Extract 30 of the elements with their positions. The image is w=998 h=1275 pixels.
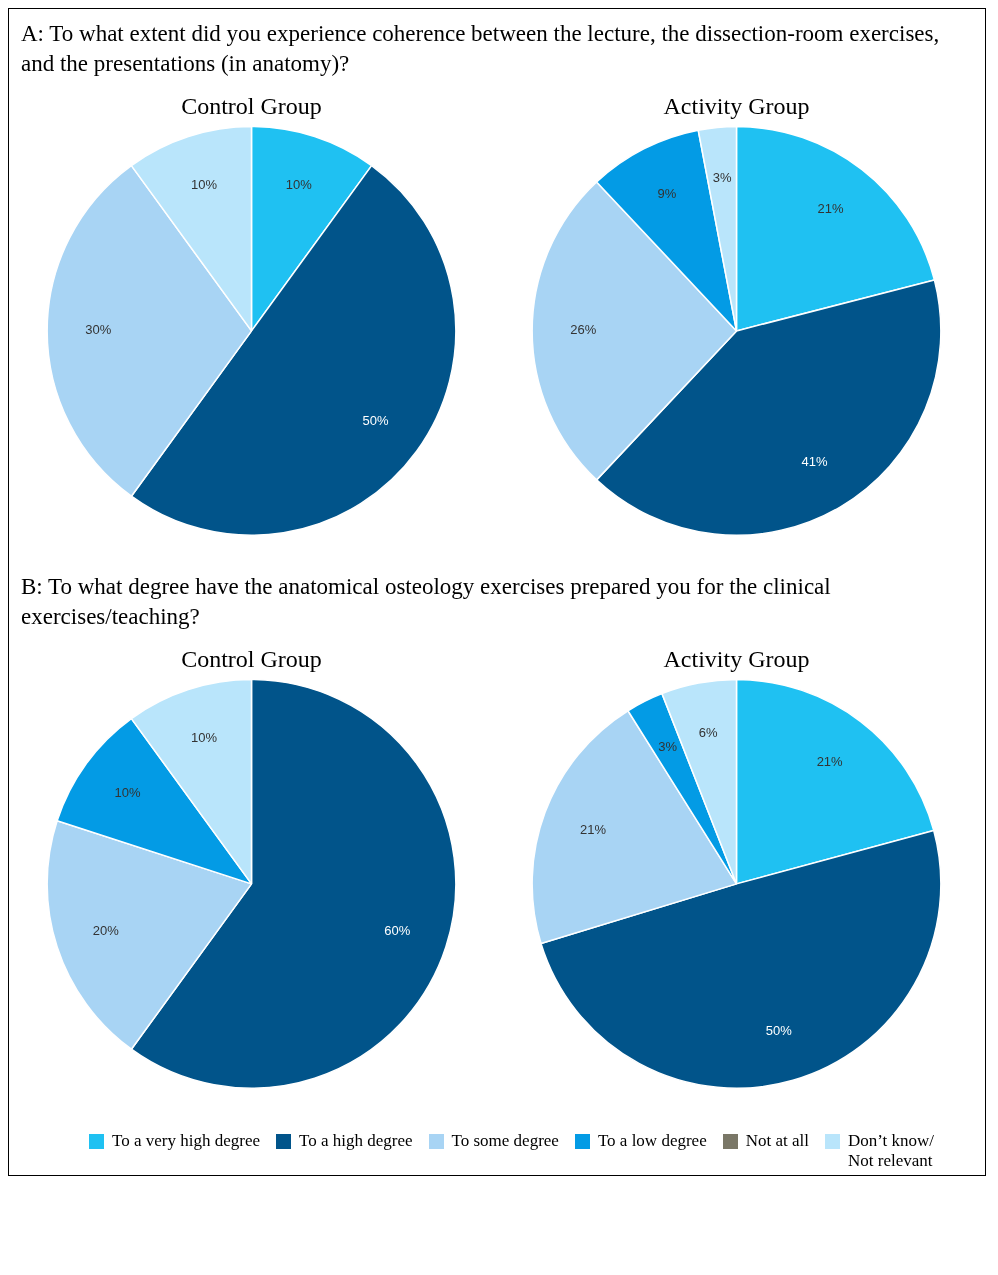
legend-label: To a low degree bbox=[597, 1131, 707, 1151]
data-label: 3% bbox=[712, 169, 732, 185]
data-label: 10% bbox=[191, 176, 218, 192]
data-label: 60% bbox=[384, 922, 411, 938]
data-label: 3% bbox=[658, 738, 678, 754]
chart-title: Control Group bbox=[181, 645, 322, 672]
data-label: 21% bbox=[817, 201, 844, 217]
text: A: To what extent did you experience coherence between the lecture, the dissection-room exercises, and the presentations (in anatomy)? bbox=[20, 20, 941, 78]
data-label: 20% bbox=[92, 922, 120, 938]
chart-title: Activity Group bbox=[663, 92, 810, 119]
data-label: 21% bbox=[816, 753, 844, 769]
data-label: 10% bbox=[191, 729, 218, 745]
legend-label: Not at all bbox=[745, 1131, 809, 1151]
data-label: 10% bbox=[114, 785, 141, 801]
data-label: 41% bbox=[801, 454, 828, 470]
data-label: 21% bbox=[579, 821, 607, 837]
data-label: 9% bbox=[657, 185, 677, 201]
text: B: To what degree have the anatomical osteology exercises prepared you for the clinical exercises/teaching? bbox=[20, 573, 832, 631]
legend-label: To a very high degree bbox=[112, 1131, 260, 1151]
data-label: 6% bbox=[698, 724, 718, 740]
data-label: 50% bbox=[362, 412, 389, 428]
data-label: 10% bbox=[285, 176, 313, 192]
data-label: 50% bbox=[765, 1022, 793, 1038]
legend-label: Don’t know/ Not relevant bbox=[847, 1131, 935, 1171]
data-label: 30% bbox=[85, 322, 112, 338]
legend-label: To a high degree bbox=[299, 1131, 413, 1151]
chart-title: Activity Group bbox=[663, 645, 810, 672]
data-label: 26% bbox=[570, 322, 597, 338]
chart-title: Control Group bbox=[181, 92, 322, 119]
legend-label: To some degree bbox=[451, 1131, 559, 1151]
